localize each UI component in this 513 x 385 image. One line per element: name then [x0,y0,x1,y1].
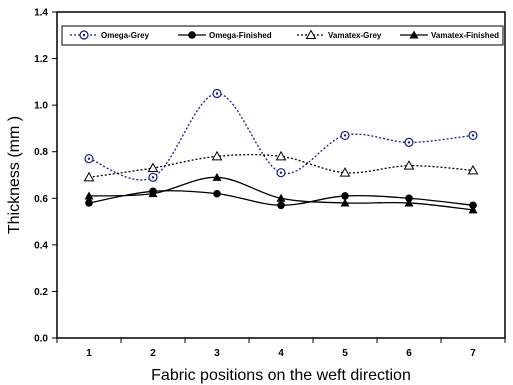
y-tick-label: 0.8 [34,147,48,158]
data-point-vamatex-finished [212,172,222,181]
data-point-omega-grey [340,130,350,141]
legend-marker-omega-grey [79,30,89,40]
x-tick-label: 7 [470,348,476,359]
x-tick-label: 6 [406,348,412,359]
x-tick-label: 3 [214,348,220,359]
x-axis-ticks: 1 2 3 4 5 6 7 [56,338,506,359]
data-point-vamatex-finished [468,205,478,214]
data-point-omega-grey [212,88,222,99]
legend-label-vamatex-grey: Vamatex-Grey [328,31,382,40]
legend-label-omega-finished: Omega-Finished [209,31,272,40]
data-point-omega-grey [468,130,478,141]
data-point-omega-grey [404,137,414,147]
data-point-vamatex-finished [276,193,286,202]
data-point-vamatex-grey [467,164,479,175]
data-point-omega-finished [277,201,285,210]
data-point-vamatex-finished [404,198,414,207]
x-tick-label: 5 [342,348,348,359]
data-point-omega-finished [341,192,349,200]
data-point-omega-grey [148,172,158,182]
data-point-omega-finished [213,189,221,198]
data-point-vamatex-finished [340,198,350,207]
data-point-omega-grey [84,154,94,164]
legend-label-omega-grey: Omega-Grey [101,31,150,40]
y-tick-label: 0.6 [34,194,48,205]
data-point-vamatex-grey [275,150,287,161]
data-point-vamatex-grey [339,167,351,177]
y-tick-label: 0.4 [34,240,48,251]
legend-marker-omega-finished [188,31,196,39]
data-point-vamatex-grey [83,171,95,182]
y-tick-label: 1.0 [34,101,48,112]
data-point-vamatex-grey [147,162,159,173]
data-point-omega-finished [405,194,413,203]
x-tick-label: 2 [150,348,156,359]
data-point-omega-finished [85,199,93,207]
x-tick-label: 4 [278,348,284,359]
series-layer [83,88,479,214]
data-point-vamatex-finished [84,191,94,200]
x-axis-title: Fabric positions on the weft direction [151,367,411,384]
y-tick-label: 1.2 [34,54,48,65]
legend-box [61,25,504,46]
data-point-vamatex-grey [403,160,415,170]
x-tick-label: 1 [86,348,92,359]
y-axis-title: Thickness (mm ) [6,116,23,234]
y-tick-label: 0.2 [34,287,48,298]
y-tick-label: 0.0 [34,334,48,345]
data-point-vamatex-grey [211,150,223,161]
y-axis-ticks: 0.0 0.2 0.4 0.6 0.8 1.0 1.2 1.4 [34,8,57,345]
legend: Omega-Grey Omega-Finished Vamatex-Grey Vama… [61,25,504,46]
y-tick-label: 1.4 [34,8,48,19]
legend-label-vamatex-finished: Vamatex-Finished [431,31,499,40]
data-point-omega-grey [276,168,286,178]
data-point-omega-finished [469,201,477,210]
data-point-vamatex-finished [148,189,158,198]
legend-marker-vamatex-finished [409,30,419,39]
legend-marker-vamatex-grey [305,29,317,39]
